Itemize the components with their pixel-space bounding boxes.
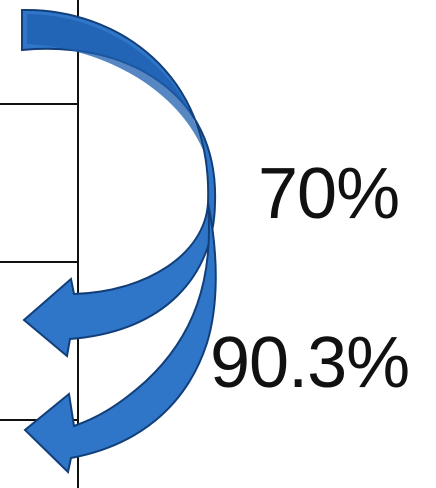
lower-curved-arrow-icon	[23, 202, 217, 474]
upper-curved-arrow-icon	[21, 8, 217, 358]
first-percentage-label: 70%	[258, 154, 400, 234]
second-percentage-label: 90.3%	[210, 323, 410, 403]
